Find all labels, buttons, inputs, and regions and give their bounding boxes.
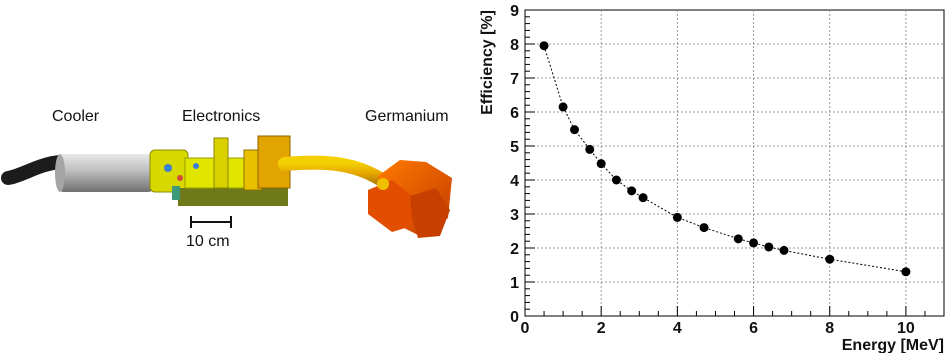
y-tick-label: 9 — [510, 3, 519, 20]
cooler-cylinder — [55, 154, 154, 192]
grid — [525, 10, 944, 316]
y-tick-label: 2 — [510, 241, 519, 258]
series-line — [543, 45, 906, 273]
label-cooler: Cooler — [52, 108, 100, 125]
electronics-assembly — [149, 135, 291, 206]
efficiency-chart: 0 2 4 6 8 10 0 1 2 3 4 5 6 7 8 9 Energy [MeV] Efficienc… — [470, 0, 952, 354]
bent-tube — [278, 155, 395, 191]
y-tick-label: 0 — [510, 309, 519, 326]
data-point — [764, 242, 774, 252]
detector-illustration: Cooler Electronics Germanium — [0, 0, 470, 353]
data-point — [558, 102, 568, 112]
y-tick-label: 4 — [510, 173, 519, 190]
axis-ticks — [524, 9, 945, 317]
data-point — [627, 186, 637, 196]
data-point — [733, 234, 743, 244]
data-point — [638, 193, 648, 203]
cable — [1, 155, 67, 185]
x-tick-label: 4 — [673, 320, 682, 337]
data-points — [539, 41, 911, 277]
x-tick-label: 2 — [597, 320, 606, 337]
y-tick-label: 1 — [510, 275, 519, 292]
germanium-crystals — [368, 160, 452, 238]
label-electronics: Electronics — [182, 108, 260, 125]
y-tick-label: 8 — [510, 37, 519, 54]
x-tick-label: 0 — [521, 320, 530, 337]
chart-svg: 0 2 4 6 8 10 0 1 2 3 4 5 6 7 8 9 Energy [MeV] Efficienc… — [479, 3, 945, 354]
x-tick-label: 8 — [825, 320, 834, 337]
y-tick-label: 7 — [510, 71, 519, 88]
data-point — [779, 245, 789, 255]
scale-bar — [190, 216, 232, 228]
y-tick-label: 6 — [510, 105, 519, 122]
data-point — [699, 223, 709, 233]
y-tick-label: 5 — [510, 139, 519, 156]
data-point — [596, 159, 606, 169]
x-tick-label: 10 — [897, 320, 915, 337]
label-germanium: Germanium — [365, 108, 449, 125]
data-point — [901, 267, 911, 277]
tick-labels: 0 2 4 6 8 10 0 1 2 3 4 5 6 7 8 9 — [510, 3, 915, 337]
data-point — [749, 238, 759, 248]
data-point — [570, 125, 580, 135]
y-tick-label: 3 — [510, 207, 519, 224]
plot-frame — [524, 9, 945, 317]
x-axis-title: Energy [MeV] — [842, 337, 944, 353]
data-point — [825, 254, 835, 264]
scale-bar-label: 10 cm — [186, 233, 230, 250]
y-axis-title: Efficiency [%] — [479, 10, 496, 115]
data-point — [672, 212, 682, 222]
detector-drawing: Cooler Electronics Germanium — [1, 108, 452, 250]
x-tick-label: 6 — [749, 320, 758, 337]
data-point — [585, 144, 595, 154]
data-point — [611, 175, 621, 185]
data-point — [539, 41, 549, 51]
